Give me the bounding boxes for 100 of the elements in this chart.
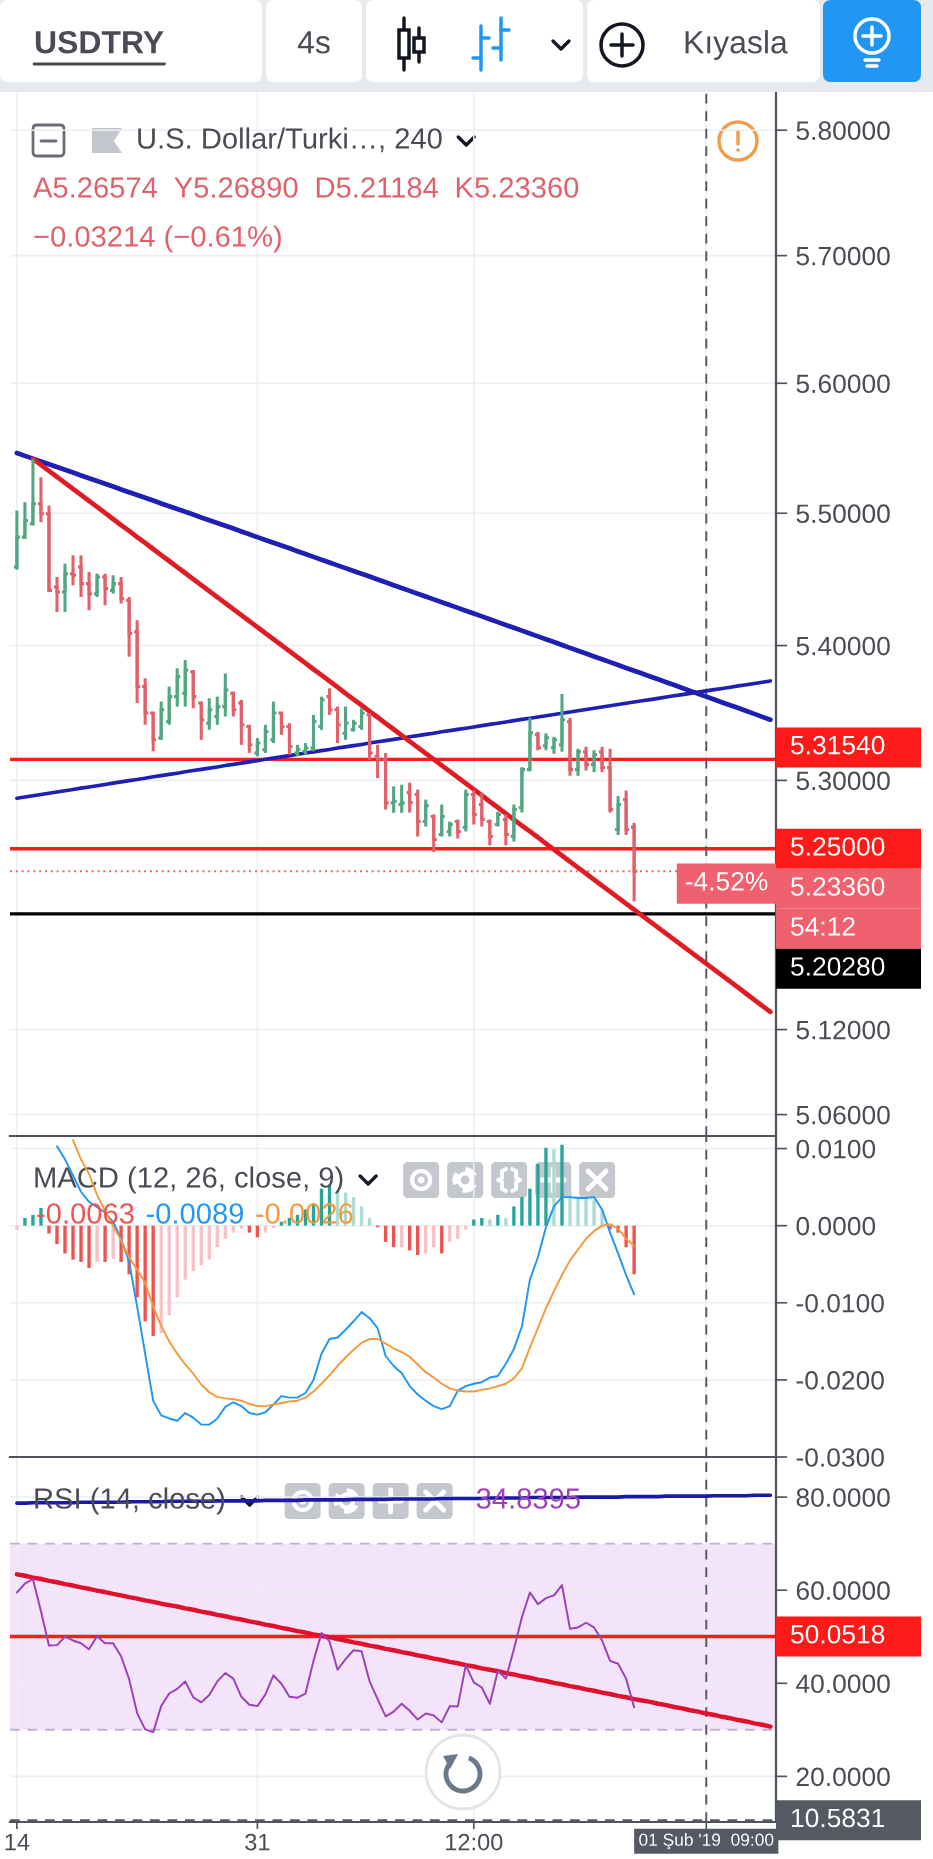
candlestick xyxy=(100,573,110,607)
bar xyxy=(63,1225,67,1254)
y-tick-label: 0.0100 xyxy=(796,1139,876,1159)
annotation: Y5.26890 xyxy=(174,177,298,198)
candlestick xyxy=(573,748,583,776)
annotation: -0.0089 xyxy=(146,1203,244,1224)
bar xyxy=(15,1225,19,1230)
candlestick xyxy=(108,575,118,594)
candlestick xyxy=(76,555,86,597)
candlestick xyxy=(140,678,150,725)
bar xyxy=(488,1219,492,1226)
candlestick xyxy=(485,819,495,846)
bar xyxy=(496,1214,500,1226)
candlestick xyxy=(517,767,527,813)
bar xyxy=(31,1214,35,1226)
annotation: A5.26574 xyxy=(33,177,158,198)
candlestick xyxy=(68,555,78,586)
ref-line-label: 5.31540 xyxy=(791,735,885,755)
candlestick xyxy=(581,746,591,771)
y-tick-label: 5.60000 xyxy=(796,374,890,394)
bar xyxy=(351,1197,356,1226)
candlestick xyxy=(525,716,535,772)
bar xyxy=(367,1217,372,1226)
line-series xyxy=(30,456,773,1015)
candlestick xyxy=(124,596,134,657)
bar xyxy=(71,1225,75,1260)
candlestick xyxy=(461,789,471,832)
y-tick-label: 5.12000 xyxy=(796,1020,890,1040)
candlestick xyxy=(148,711,158,752)
candlestick xyxy=(437,804,447,837)
candlestick xyxy=(212,696,222,725)
line-series xyxy=(14,1572,773,1729)
text: USDTRY xyxy=(35,30,164,54)
candlestick xyxy=(413,789,423,837)
x-tick-label: 31 xyxy=(245,1833,270,1851)
candlestick xyxy=(204,698,214,730)
candlestick xyxy=(533,730,543,752)
y-tick-label: 5.70000 xyxy=(796,246,890,266)
ref-line-label: 50.0518 xyxy=(791,1624,885,1644)
candlestick xyxy=(613,796,623,836)
candlestick xyxy=(252,738,262,757)
candlestick xyxy=(180,660,190,707)
candlestick xyxy=(357,708,367,730)
bar xyxy=(143,1225,147,1322)
candlestick xyxy=(429,814,439,854)
y-tick-label: 5.40000 xyxy=(796,636,890,656)
bar xyxy=(536,1163,540,1226)
candlestick xyxy=(28,457,38,526)
candlestick xyxy=(397,784,407,813)
candlestick xyxy=(629,821,639,902)
bar xyxy=(111,1225,115,1259)
candlestick xyxy=(60,563,70,612)
y-tick-label: 0.0000 xyxy=(796,1216,876,1236)
x-tick-label: 01 Şub '19 09:00 xyxy=(639,1833,774,1850)
bar xyxy=(512,1206,516,1226)
candlestick xyxy=(477,792,487,827)
candlestick xyxy=(12,510,22,570)
bar xyxy=(263,1225,268,1233)
bar xyxy=(480,1217,484,1226)
candlestick xyxy=(340,706,351,740)
annotation: K5.23360 xyxy=(456,177,579,198)
candlestick xyxy=(132,620,142,705)
candlestick xyxy=(196,701,206,740)
candlestick xyxy=(44,505,54,594)
bar xyxy=(592,1200,596,1226)
candlestick xyxy=(188,670,198,710)
y-tick-label: 40.0000 xyxy=(796,1674,890,1694)
candlestick xyxy=(381,751,391,810)
bar xyxy=(359,1206,364,1226)
y-tick-label: 80.0000 xyxy=(796,1488,890,1507)
bar xyxy=(504,1217,508,1226)
x-tick-label: 14 xyxy=(5,1833,30,1851)
bar xyxy=(632,1225,636,1275)
candlestick xyxy=(92,573,102,597)
y-tick-label: 5.80000 xyxy=(796,121,890,141)
text: 4s xyxy=(297,31,330,54)
annotation: D5.21184 xyxy=(316,177,438,198)
candlestick xyxy=(621,790,631,836)
bar xyxy=(135,1225,139,1298)
candlestick xyxy=(260,723,270,753)
bar xyxy=(103,1225,107,1262)
line-series xyxy=(15,1578,636,1734)
candlestick xyxy=(501,814,511,846)
bar xyxy=(159,1225,163,1333)
bar xyxy=(47,1225,51,1234)
candlestick xyxy=(172,668,182,707)
candlestick xyxy=(36,477,46,524)
bar xyxy=(55,1225,59,1245)
text: Kıyasla xyxy=(685,30,788,60)
candlestick xyxy=(268,701,278,745)
ref-line-label: 10.5831 xyxy=(792,1808,885,1828)
y-tick-label: 60.0000 xyxy=(796,1581,890,1601)
candlestick xyxy=(220,673,230,717)
bar xyxy=(87,1225,91,1269)
bar xyxy=(560,1144,564,1226)
bar xyxy=(151,1225,155,1336)
y-tick-label: -0.0100 xyxy=(796,1293,884,1313)
ref-line-label: 5.25000 xyxy=(791,837,885,856)
candlestick xyxy=(276,711,286,735)
candlestick xyxy=(405,782,415,813)
